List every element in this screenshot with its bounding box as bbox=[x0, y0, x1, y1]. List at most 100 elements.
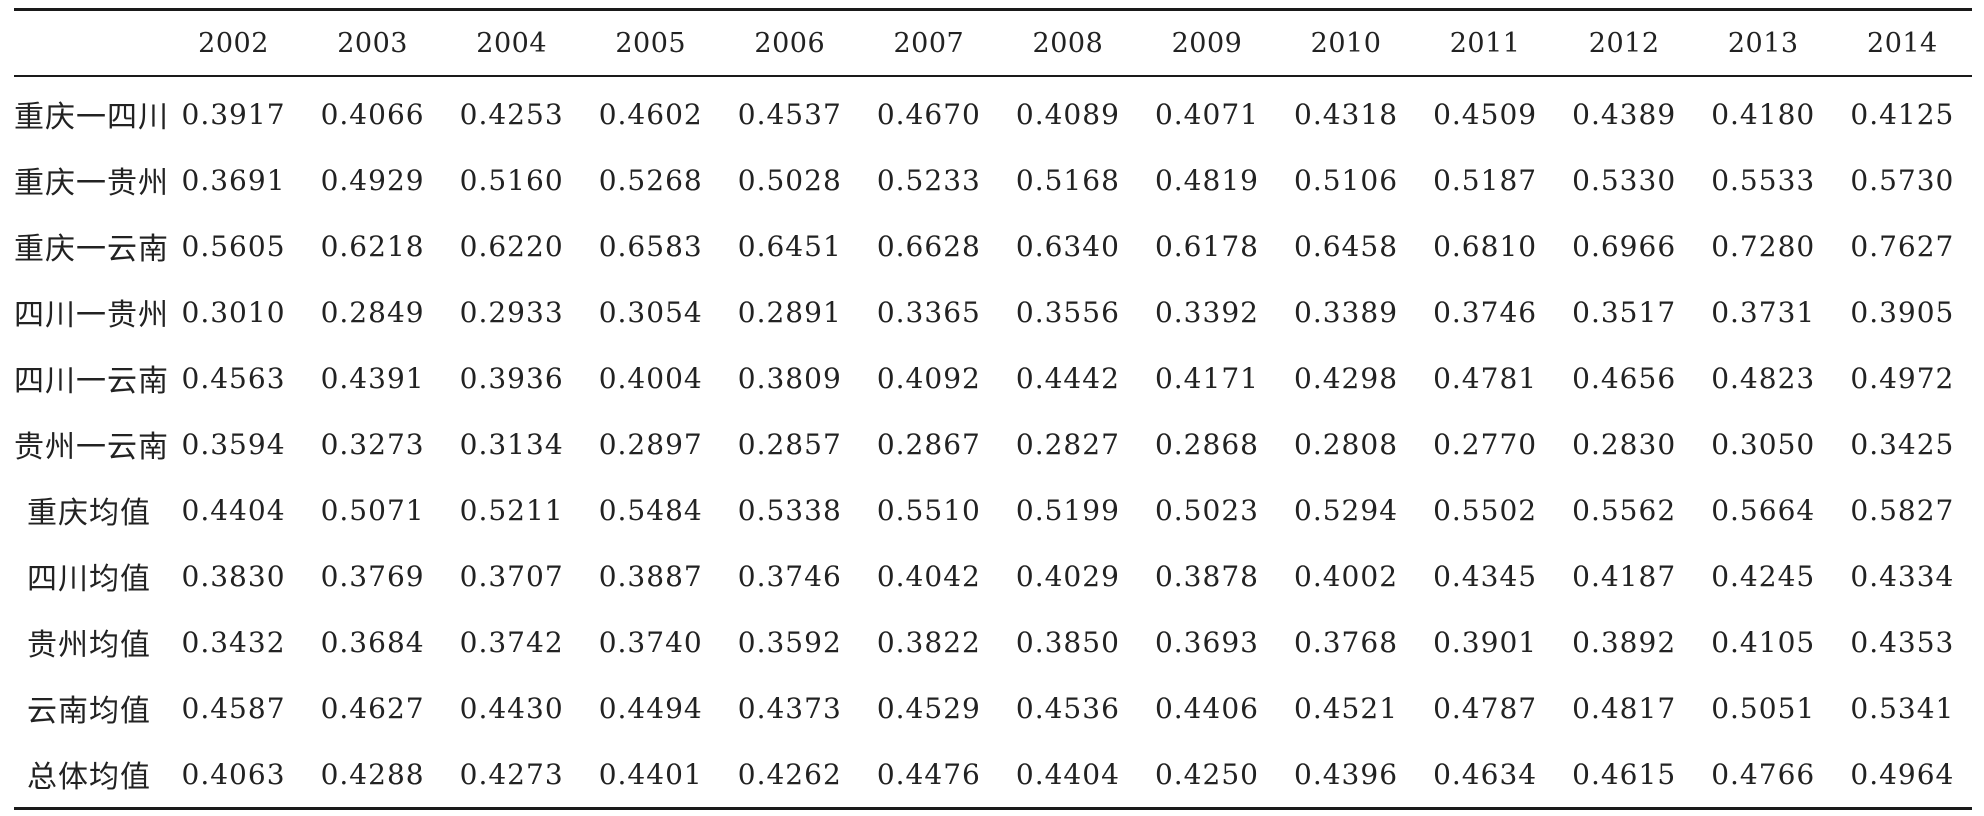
value-cell: 0.3768 bbox=[1294, 625, 1399, 659]
value-cell: 0.3887 bbox=[598, 559, 703, 593]
row-label: 重庆一云南 bbox=[14, 232, 169, 267]
table-row: 总体均值 0.4063 0.4288 0.4273 0.4401 0.4262 0.4476… bbox=[14, 741, 1972, 810]
data-table-container: 2002 2003 2004 2005 2006 2007 2008 2009 … bbox=[14, 8, 1972, 810]
corner-header-cell bbox=[14, 8, 164, 77]
value-cell: 0.4972 bbox=[1850, 361, 1955, 395]
value-cell: 0.5023 bbox=[1154, 493, 1259, 527]
value-cell: 0.2849 bbox=[320, 295, 425, 329]
table-row: 重庆一云南 0.5605 0.6218 0.6220 0.6583 0.6451 0.662… bbox=[14, 213, 1972, 279]
value-cell: 0.5160 bbox=[459, 163, 564, 197]
value-cell: 0.4627 bbox=[320, 691, 425, 725]
value-cell: 0.5330 bbox=[1572, 163, 1677, 197]
value-cell: 0.4494 bbox=[598, 691, 703, 725]
value-cell: 0.5484 bbox=[598, 493, 703, 527]
value-cell: 0.4396 bbox=[1276, 741, 1416, 810]
value-cell: 0.4334 bbox=[1850, 559, 1955, 593]
value-cell: 0.4563 bbox=[181, 361, 286, 395]
value-cell: 0.3850 bbox=[1015, 625, 1120, 659]
value-cell: 0.4536 bbox=[1015, 691, 1120, 725]
value-cell: 0.3134 bbox=[459, 427, 564, 461]
value-cell: 0.2891 bbox=[737, 295, 842, 329]
value-cell: 0.4537 bbox=[737, 97, 842, 131]
value-cell: 0.4401 bbox=[581, 741, 721, 810]
value-cell: 0.2827 bbox=[1015, 427, 1120, 461]
table-header: 2002 2003 2004 2005 2006 2007 2008 2009 … bbox=[14, 8, 1972, 77]
value-cell: 0.3892 bbox=[1572, 625, 1677, 659]
value-cell: 0.4345 bbox=[1433, 559, 1538, 593]
header-row: 2002 2003 2004 2005 2006 2007 2008 2009 … bbox=[14, 8, 1972, 77]
value-cell: 0.4404 bbox=[181, 493, 286, 527]
value-cell: 0.3769 bbox=[320, 559, 425, 593]
value-cell: 0.7627 bbox=[1850, 229, 1955, 263]
value-cell: 0.3878 bbox=[1154, 559, 1259, 593]
value-cell: 0.7280 bbox=[1711, 229, 1816, 263]
year-header: 2008 bbox=[998, 8, 1138, 77]
value-cell: 0.2830 bbox=[1572, 427, 1677, 461]
value-cell: 0.4250 bbox=[1137, 741, 1277, 810]
value-cell: 0.3273 bbox=[320, 427, 425, 461]
value-cell: 0.2867 bbox=[876, 427, 981, 461]
value-cell: 0.3917 bbox=[181, 97, 286, 131]
value-cell: 0.3425 bbox=[1850, 427, 1955, 461]
year-header: 2012 bbox=[1554, 8, 1694, 77]
value-cell: 0.4245 bbox=[1711, 559, 1816, 593]
year-header: 2007 bbox=[859, 8, 999, 77]
row-label: 总体均值 bbox=[14, 741, 164, 810]
table-row: 四川一贵州 0.3010 0.2849 0.2933 0.3054 0.2891 0.336… bbox=[14, 279, 1972, 345]
value-cell: 0.3432 bbox=[181, 625, 286, 659]
year-header: 2004 bbox=[442, 8, 582, 77]
value-cell: 0.3684 bbox=[320, 625, 425, 659]
value-cell: 0.5168 bbox=[1015, 163, 1120, 197]
value-cell: 0.5071 bbox=[320, 493, 425, 527]
value-cell: 0.4602 bbox=[598, 97, 703, 131]
value-cell: 0.3389 bbox=[1294, 295, 1399, 329]
row-label: 云南均值 bbox=[27, 694, 151, 729]
value-cell: 0.4092 bbox=[876, 361, 981, 395]
value-cell: 0.4823 bbox=[1711, 361, 1816, 395]
value-cell: 0.4273 bbox=[442, 741, 582, 810]
value-cell: 0.6220 bbox=[459, 229, 564, 263]
value-cell: 0.4066 bbox=[320, 97, 425, 131]
year-header: 2009 bbox=[1137, 8, 1277, 77]
value-cell: 0.3691 bbox=[181, 163, 286, 197]
value-cell: 0.6178 bbox=[1154, 229, 1259, 263]
value-cell: 0.4404 bbox=[998, 741, 1138, 810]
value-cell: 0.6966 bbox=[1572, 229, 1677, 263]
table-body: 重庆一四川 0.3917 0.4066 0.4253 0.4602 0.4537 0.467… bbox=[14, 76, 1972, 810]
table-row: 四川均值 0.3830 0.3769 0.3707 0.3887 0.3746 0.4042… bbox=[14, 543, 1972, 609]
value-cell: 0.5211 bbox=[459, 493, 564, 527]
value-cell: 0.5199 bbox=[1015, 493, 1120, 527]
value-cell: 0.2770 bbox=[1433, 427, 1538, 461]
value-cell: 0.3010 bbox=[181, 295, 286, 329]
value-cell: 0.4262 bbox=[720, 741, 860, 810]
value-cell: 0.5562 bbox=[1572, 493, 1677, 527]
value-cell: 0.3392 bbox=[1154, 295, 1259, 329]
year-header: 2005 bbox=[581, 8, 721, 77]
value-cell: 0.3592 bbox=[737, 625, 842, 659]
value-cell: 0.4318 bbox=[1294, 97, 1399, 131]
value-cell: 0.5827 bbox=[1850, 493, 1955, 527]
value-cell: 0.3517 bbox=[1572, 295, 1677, 329]
table-row: 重庆一四川 0.3917 0.4066 0.4253 0.4602 0.4537 0.467… bbox=[14, 76, 1972, 147]
value-cell: 0.4180 bbox=[1711, 97, 1816, 131]
value-cell: 0.4389 bbox=[1572, 97, 1677, 131]
value-cell: 0.3731 bbox=[1711, 295, 1816, 329]
value-cell: 0.6628 bbox=[876, 229, 981, 263]
value-cell: 0.3746 bbox=[1433, 295, 1538, 329]
year-header: 2003 bbox=[303, 8, 443, 77]
table-row: 重庆均值 0.4404 0.5071 0.5211 0.5484 0.5338 0.5510… bbox=[14, 477, 1972, 543]
value-cell: 0.5510 bbox=[876, 493, 981, 527]
row-label: 贵州均值 bbox=[27, 628, 151, 663]
value-cell: 0.4298 bbox=[1294, 361, 1399, 395]
table-row: 重庆一贵州 0.3691 0.4929 0.5160 0.5268 0.5028 0.523… bbox=[14, 147, 1972, 213]
value-cell: 0.5051 bbox=[1711, 691, 1816, 725]
value-cell: 0.5294 bbox=[1294, 493, 1399, 527]
value-cell: 0.2897 bbox=[598, 427, 703, 461]
row-label: 贵州一云南 bbox=[14, 430, 169, 465]
value-cell: 0.4766 bbox=[1693, 741, 1833, 810]
value-cell: 0.6583 bbox=[598, 229, 703, 263]
value-cell: 0.4817 bbox=[1572, 691, 1677, 725]
value-cell: 0.5533 bbox=[1711, 163, 1816, 197]
value-cell: 0.4125 bbox=[1850, 97, 1955, 131]
value-cell: 0.4634 bbox=[1415, 741, 1555, 810]
